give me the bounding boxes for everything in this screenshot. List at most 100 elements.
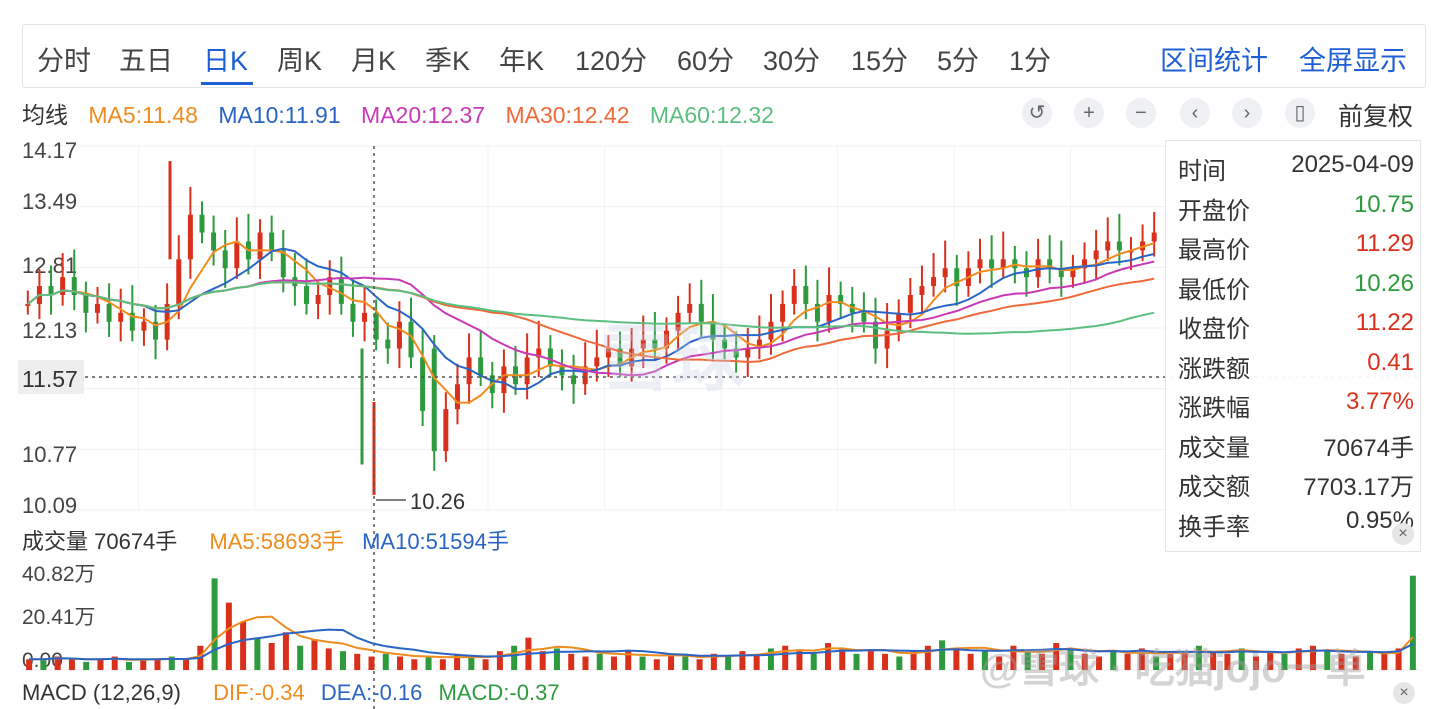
candle-body	[1151, 232, 1157, 242]
tab-9[interactable]: 60分	[677, 46, 735, 76]
volume-bar	[782, 645, 789, 670]
watermark-text: @雪球 · 吃猫jojo一单	[980, 647, 1366, 691]
macd-close-icon[interactable]: ×	[1393, 682, 1415, 704]
candle-body	[954, 268, 960, 287]
candle-body	[350, 303, 356, 322]
tab-11[interactable]: 15分	[851, 46, 909, 76]
volume-bar	[896, 656, 903, 670]
tab-6[interactable]: 季K	[425, 46, 471, 76]
volume-bar	[125, 661, 132, 670]
tab-1[interactable]: 分时	[37, 46, 91, 76]
volume-bar	[311, 640, 318, 670]
tooltip-key: 最低价	[1178, 276, 1250, 304]
candle-body	[861, 312, 867, 322]
low-marker-label: 10.26	[410, 489, 465, 514]
candle-body	[931, 277, 937, 287]
volume-bar	[553, 648, 560, 670]
candle-body	[280, 250, 286, 278]
candle-body	[48, 286, 54, 295]
volume-bar	[268, 643, 275, 670]
tooltip-key: 换手率	[1178, 513, 1250, 541]
volume-ma5: MA5:58693手	[209, 529, 344, 554]
chevron-left-icon[interactable]: ‹	[1180, 98, 1210, 128]
adjust-mode-select[interactable]: 前复权	[1338, 103, 1414, 131]
tab-10[interactable]: 30分	[763, 46, 821, 76]
range-stats-link[interactable]: 区间统计	[1160, 46, 1268, 76]
candle-body	[698, 303, 704, 322]
ohlc-tooltip: 时间 2025-04-09 开盘价 10.75 最高价 11.29 最低价 10.26 收盘价 1…	[1165, 140, 1421, 552]
volume-bar	[425, 656, 432, 670]
candle-body	[733, 348, 739, 358]
chevron-right-icon[interactable]: ›	[1232, 98, 1262, 128]
candle-body	[1105, 241, 1111, 251]
tab-2[interactable]: 五日	[119, 46, 173, 76]
volume-bar	[382, 653, 389, 670]
volume-bar	[1067, 648, 1074, 670]
ma10-line	[27, 247, 1155, 390]
volume-bar	[1367, 651, 1374, 670]
volume-bar	[482, 659, 489, 670]
volume-bar	[254, 637, 261, 670]
tab-13[interactable]: 1分	[1009, 46, 1052, 76]
volume-bar	[297, 645, 304, 670]
candle-body	[977, 259, 983, 269]
candle-body	[745, 348, 751, 358]
tab-7[interactable]: 年K	[499, 46, 545, 76]
volume-ma10-line	[29, 628, 1414, 661]
tooltip-close-icon[interactable]: ×	[1392, 523, 1414, 545]
volume-bar	[211, 578, 218, 670]
volume-ma10: MA10:51594手	[362, 529, 509, 554]
volume-bar	[339, 651, 346, 670]
volume-bar	[668, 653, 675, 670]
tab-3[interactable]: 日K	[203, 46, 249, 76]
candle-body	[71, 277, 77, 295]
tooltip-key: 成交额	[1178, 474, 1250, 501]
active-tab-underline	[201, 82, 253, 85]
tab-5[interactable]: 月K	[351, 46, 397, 76]
ma20-value: MA20:12.37	[361, 102, 486, 128]
volume-bar	[839, 648, 846, 670]
candle-body	[617, 348, 623, 367]
tooltip-value: 11.29	[1355, 230, 1414, 257]
tooltip-key: 收盘价	[1178, 316, 1250, 343]
candle-body	[1093, 250, 1099, 260]
volume-bar	[1310, 645, 1317, 670]
tab-4[interactable]: 周K	[277, 46, 323, 76]
tab-8[interactable]: 120分	[575, 46, 648, 76]
candle-icon[interactable]: ▯	[1285, 98, 1315, 128]
fullscreen-link[interactable]: 全屏显示	[1299, 46, 1407, 76]
volume-bar	[1224, 653, 1231, 670]
volume-legend: 成交量 70674手 MA5:58693手 MA10:51594手	[22, 524, 509, 556]
tooltip-key: 开盘价	[1178, 197, 1250, 225]
undo-icon[interactable]: ↺	[1022, 98, 1052, 128]
volume-axis-label: 40.82万	[22, 563, 96, 586]
volume-bar	[40, 659, 47, 670]
volume-bar	[140, 659, 147, 670]
tooltip-key: 时间	[1178, 158, 1226, 185]
ma10-value: MA10:11.91	[218, 102, 341, 128]
tab-12[interactable]: 5分	[937, 46, 980, 76]
candle-body	[60, 277, 66, 295]
candle-body	[907, 294, 913, 313]
volume-bar	[653, 659, 660, 670]
volume-bar	[111, 656, 118, 670]
zoom-in-icon[interactable]: +	[1074, 98, 1104, 128]
candle-body	[269, 232, 275, 251]
price-axis-label: 10.77	[22, 442, 77, 467]
volume-bar	[282, 632, 289, 670]
macd-dea: DEA:-0.16	[320, 680, 423, 705]
zoom-out-icon[interactable]: −	[1126, 98, 1156, 128]
candle-body	[710, 321, 716, 340]
volume-bar	[411, 659, 418, 670]
volume-bar	[996, 656, 1003, 670]
price-axis-label: 10.09	[22, 493, 77, 518]
candle-body	[443, 409, 449, 452]
volume-bar	[796, 651, 803, 670]
candle-body	[1070, 268, 1076, 278]
volume-bar	[710, 653, 717, 670]
volume-bar	[1124, 653, 1131, 670]
candle-body	[176, 259, 182, 304]
volume-bar	[1181, 651, 1188, 670]
candle-body	[652, 339, 658, 349]
volume-bar	[767, 648, 774, 670]
